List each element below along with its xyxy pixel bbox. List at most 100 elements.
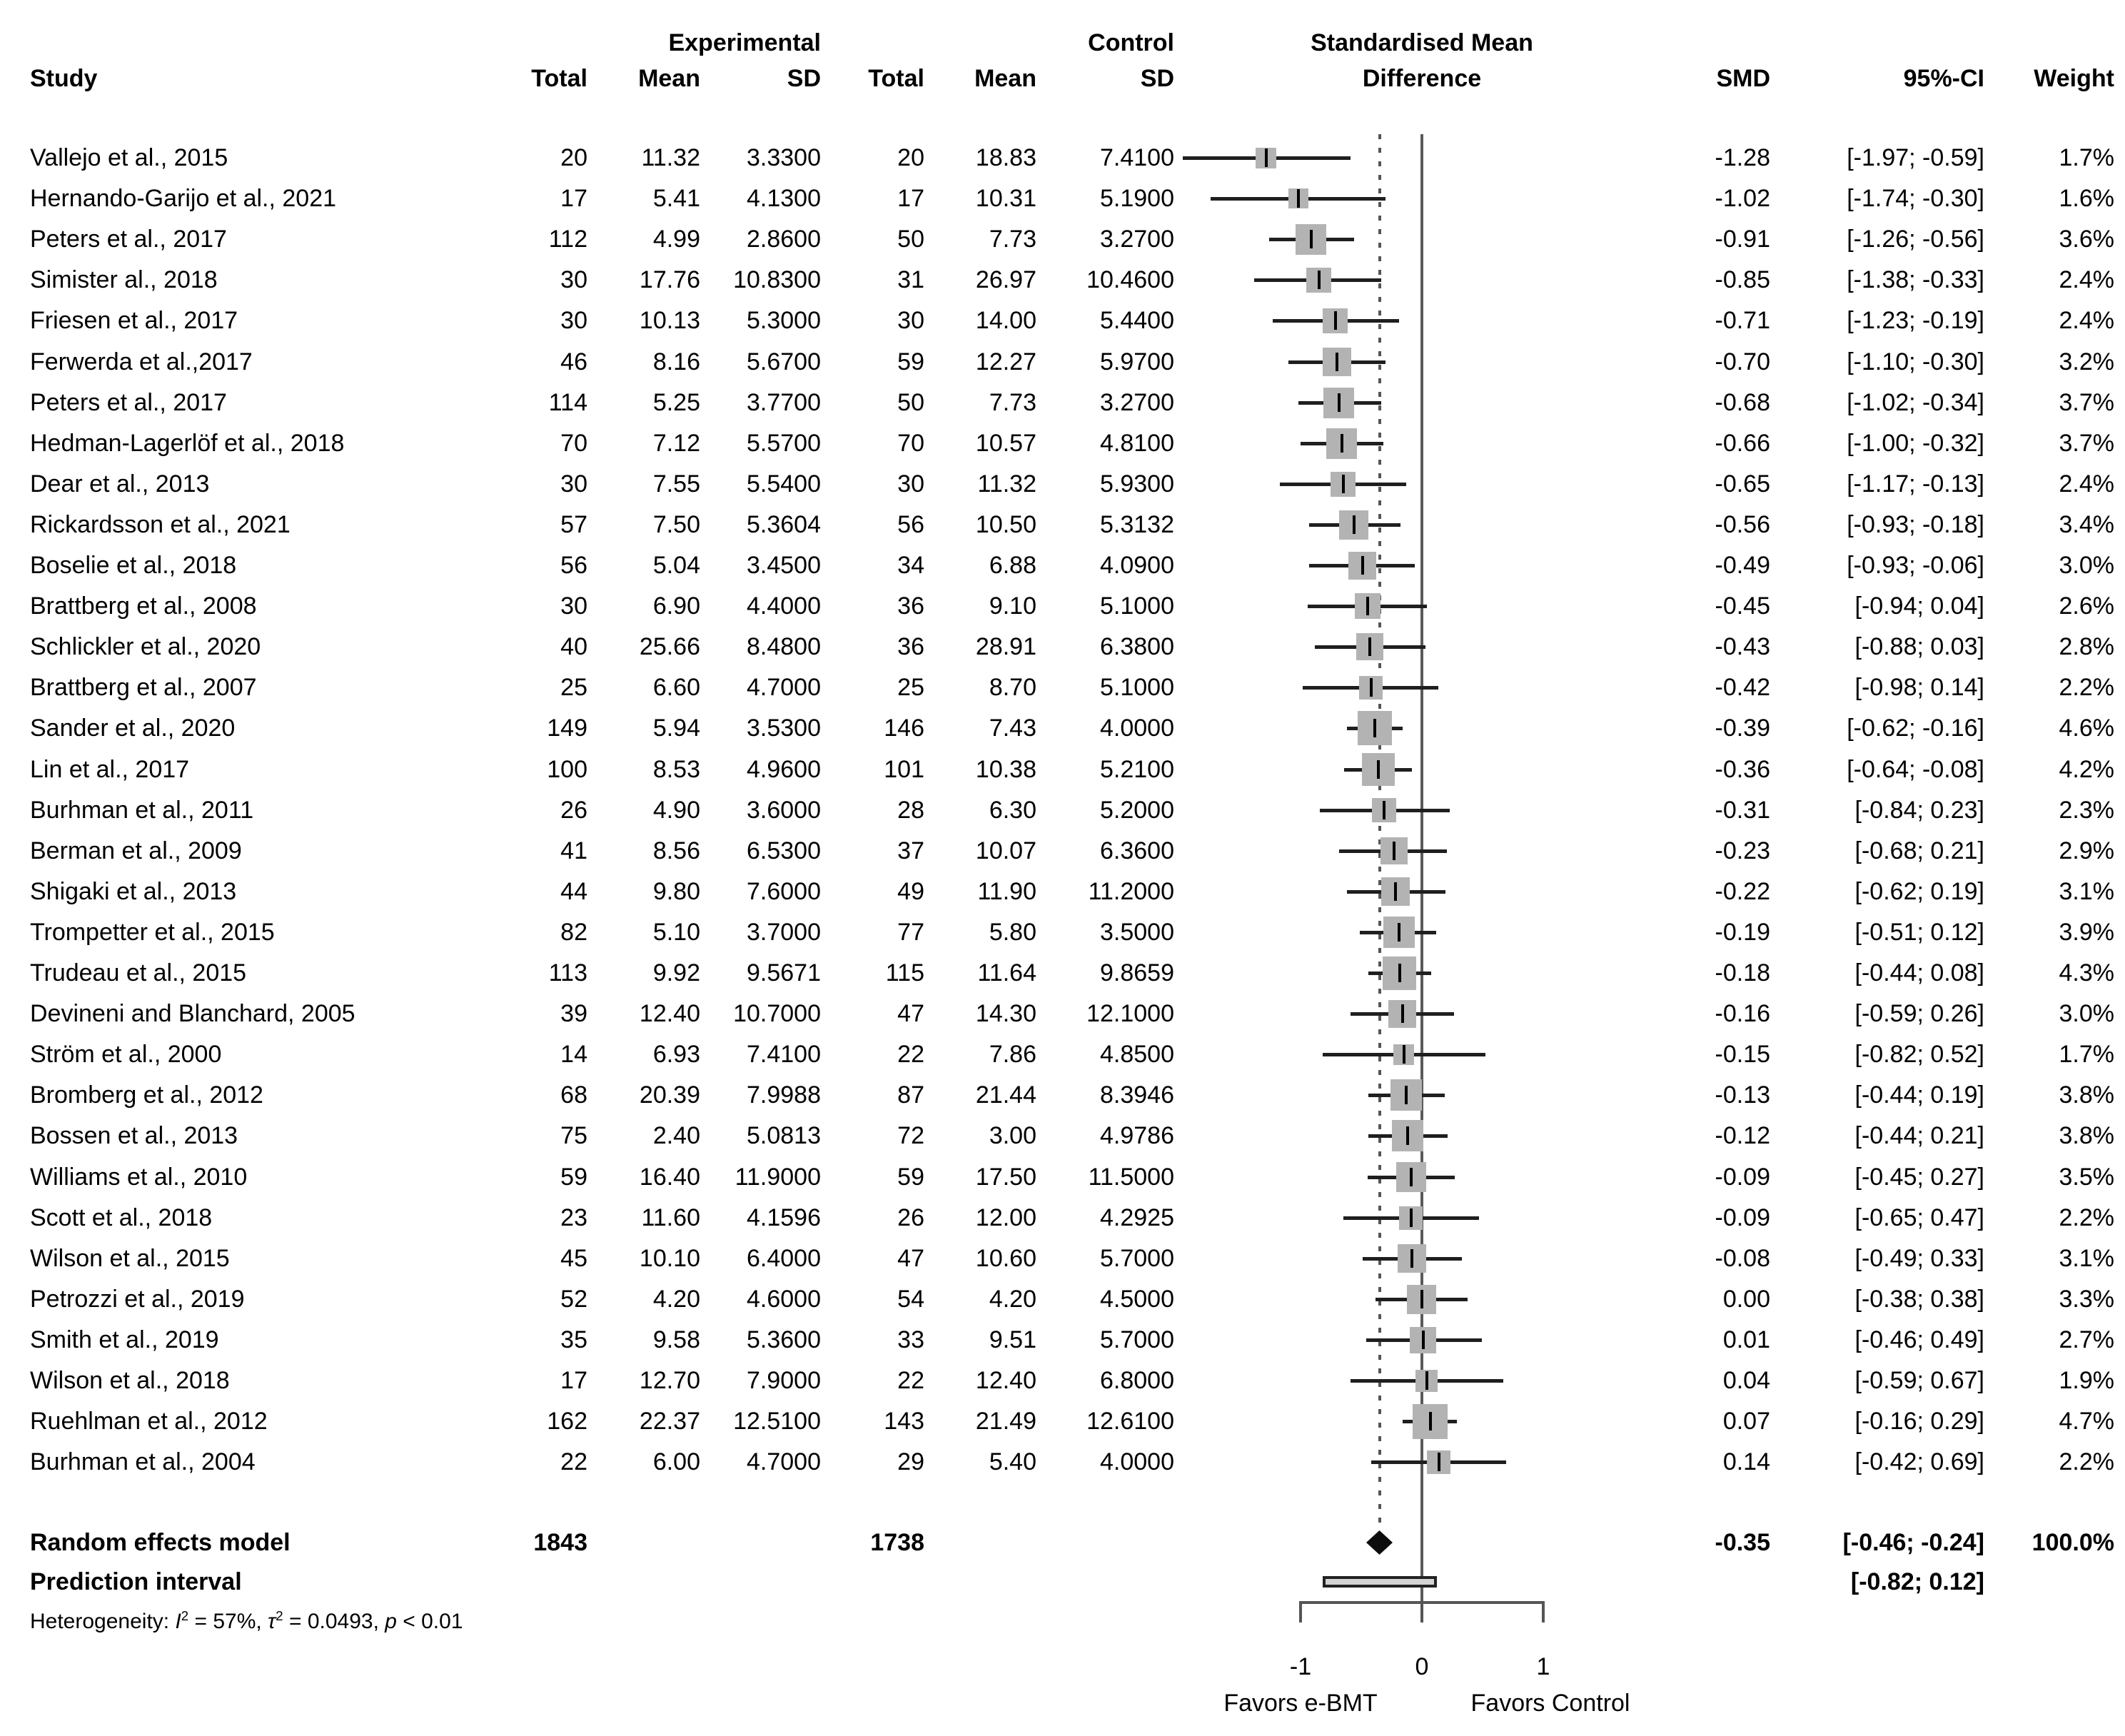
smd-value: -0.31 bbox=[1715, 797, 1771, 824]
weight-value: 4.7% bbox=[2059, 1408, 2115, 1435]
study-label: Burhman et al., 2004 bbox=[30, 1448, 256, 1475]
weight-value: 2.7% bbox=[2059, 1326, 2115, 1353]
ci-value: [-0.46; 0.49] bbox=[1854, 1326, 1984, 1353]
mean-control-value: 21.49 bbox=[975, 1408, 1036, 1435]
total-control-value: 101 bbox=[884, 756, 924, 783]
study-row: Burhman et al., 2011 26 4.90 3.6000 28 6… bbox=[0, 789, 2125, 831]
sd-experimental-value: 4.7000 bbox=[747, 1448, 821, 1475]
study-row: Trompetter et al., 2015 82 5.10 3.7000 7… bbox=[0, 912, 2125, 953]
sd-control-value: 9.8659 bbox=[1100, 959, 1174, 986]
sd-control-value: 4.0000 bbox=[1100, 1448, 1174, 1475]
sd-control-value: 10.4600 bbox=[1086, 266, 1174, 293]
row-forest-cell bbox=[1174, 749, 1660, 790]
mean-control-value: 7.86 bbox=[989, 1041, 1036, 1068]
mean-experimental-value: 25.66 bbox=[639, 633, 700, 660]
point-estimate-tick bbox=[1318, 271, 1321, 289]
prediction-interval-ci: [-0.82; 0.12] bbox=[1850, 1568, 1984, 1595]
random-effects-ci: [-0.46; -0.24] bbox=[1842, 1529, 1984, 1556]
weight-value: 4.2% bbox=[2059, 756, 2115, 783]
sd-experimental-value: 4.1596 bbox=[747, 1204, 821, 1231]
ci-value: [-0.42; 0.69] bbox=[1854, 1448, 1984, 1475]
sd-experimental-value: 5.6700 bbox=[747, 348, 821, 375]
mean-experimental-value: 4.90 bbox=[652, 797, 700, 824]
x-axis-tick bbox=[1542, 1601, 1545, 1623]
ci-value: [-0.84; 0.23] bbox=[1854, 797, 1984, 824]
sd-experimental-value: 7.4100 bbox=[747, 1041, 821, 1068]
mean-experimental-value: 12.70 bbox=[639, 1367, 700, 1394]
weight-value: 2.2% bbox=[2059, 1448, 2115, 1475]
sd-control-value: 5.2000 bbox=[1100, 797, 1174, 824]
mean-experimental-value: 5.41 bbox=[652, 185, 700, 212]
ci-value: [-1.02; -0.34] bbox=[1847, 389, 1984, 416]
sd-control-value: 11.2000 bbox=[1088, 878, 1174, 905]
total-experimental-value: 44 bbox=[560, 878, 587, 905]
sd-control-value: 4.8100 bbox=[1100, 430, 1174, 457]
ci-value: [-0.49; 0.33] bbox=[1854, 1245, 1984, 1272]
total-experimental-value: 30 bbox=[560, 470, 587, 498]
mean-experimental-value: 9.80 bbox=[652, 878, 700, 905]
mean-experimental-value: 6.90 bbox=[652, 592, 700, 620]
study-row: Hernando-Garijo et al., 2021 17 5.41 4.1… bbox=[0, 178, 2125, 219]
ci-value: [-0.64; -0.08] bbox=[1847, 756, 1984, 783]
study-row: Vallejo et al., 2015 20 11.32 3.3300 20 … bbox=[0, 137, 2125, 178]
study-label: Friesen et al., 2017 bbox=[30, 307, 238, 334]
mean-experimental-value: 2.40 bbox=[652, 1122, 700, 1149]
ci-value: [-0.44; 0.21] bbox=[1854, 1122, 1984, 1149]
study-label: Scott et al., 2018 bbox=[30, 1204, 213, 1231]
row-forest-cell bbox=[1174, 1156, 1660, 1198]
prediction-interval-bar bbox=[1323, 1576, 1437, 1588]
mean-experimental-value: 11.32 bbox=[641, 144, 700, 171]
point-estimate-tick bbox=[1353, 515, 1356, 534]
weight-value: 1.9% bbox=[2059, 1367, 2115, 1394]
ci-value: [-0.62; -0.16] bbox=[1847, 715, 1984, 742]
smd-value: -0.08 bbox=[1715, 1245, 1771, 1272]
mean-control-value: 12.40 bbox=[975, 1367, 1036, 1394]
study-row: Peters et al., 2017 112 4.99 2.8600 50 7… bbox=[0, 218, 2125, 260]
weight-value: 3.9% bbox=[2059, 919, 2115, 946]
mean-control-value: 11.90 bbox=[977, 878, 1036, 905]
header-mean-experimental: Mean bbox=[638, 65, 700, 92]
row-forest-cell bbox=[1174, 585, 1660, 627]
sd-experimental-value: 5.5700 bbox=[747, 430, 821, 457]
sd-control-value: 5.1900 bbox=[1100, 185, 1174, 212]
row-forest-cell bbox=[1174, 300, 1660, 341]
point-estimate-tick bbox=[1383, 801, 1385, 819]
weight-value: 2.4% bbox=[2059, 307, 2115, 334]
i-squared-value: = 57%, bbox=[188, 1610, 268, 1633]
weight-value: 3.3% bbox=[2059, 1286, 2115, 1313]
row-forest-cell bbox=[1174, 1360, 1660, 1401]
mean-control-value: 5.40 bbox=[989, 1448, 1036, 1475]
sd-experimental-value: 11.9000 bbox=[735, 1164, 821, 1191]
sd-experimental-value: 9.5671 bbox=[747, 959, 821, 986]
ci-value: [-0.68; 0.21] bbox=[1854, 837, 1984, 864]
ci-value: [-0.59; 0.26] bbox=[1854, 1000, 1984, 1027]
total-experimental-value: 26 bbox=[560, 797, 587, 824]
weight-value: 3.0% bbox=[2059, 1000, 2115, 1027]
ci-value: [-0.62; 0.19] bbox=[1854, 878, 1984, 905]
total-experimental-value: 114 bbox=[548, 389, 587, 416]
header-ci: 95%-CI bbox=[1903, 65, 1984, 92]
sd-experimental-value: 5.5400 bbox=[747, 470, 821, 498]
point-estimate-tick bbox=[1336, 353, 1338, 371]
total-experimental-value: 100 bbox=[547, 756, 587, 783]
point-estimate-tick bbox=[1420, 1290, 1423, 1308]
mean-experimental-value: 4.20 bbox=[652, 1286, 700, 1313]
header-sd-experimental: SD bbox=[787, 65, 821, 92]
sd-control-value: 5.1000 bbox=[1100, 674, 1174, 701]
random-effects-smd: -0.35 bbox=[1715, 1529, 1771, 1556]
sd-control-value: 5.9300 bbox=[1100, 470, 1174, 498]
study-label: Berman et al., 2009 bbox=[30, 837, 242, 864]
mean-control-value: 14.30 bbox=[975, 1000, 1036, 1027]
mean-control-value: 4.20 bbox=[989, 1286, 1036, 1313]
summary-forest-cell bbox=[1174, 1522, 1660, 1563]
x-axis-tick-label: 1 bbox=[1536, 1653, 1550, 1680]
study-label: Smith et al., 2019 bbox=[30, 1326, 219, 1353]
mean-control-value: 11.64 bbox=[977, 959, 1036, 986]
sd-control-value: 6.3800 bbox=[1100, 633, 1174, 660]
smd-value: -0.13 bbox=[1715, 1081, 1771, 1109]
total-experimental-value: 82 bbox=[560, 919, 587, 946]
total-control-value: 87 bbox=[897, 1081, 924, 1109]
row-forest-cell bbox=[1174, 1278, 1660, 1320]
sd-control-value: 4.8500 bbox=[1100, 1041, 1174, 1068]
